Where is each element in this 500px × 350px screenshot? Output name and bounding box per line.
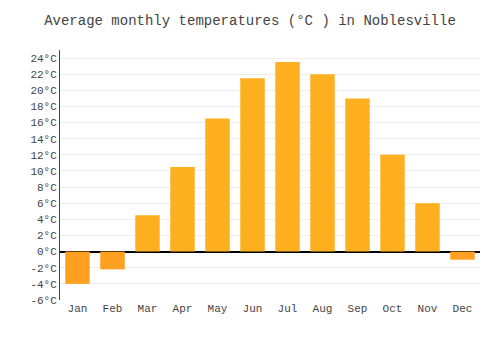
svg-text:Dec: Dec: [453, 303, 473, 315]
svg-text:20°C: 20°C: [30, 85, 57, 97]
svg-text:Average monthly temperatures (: Average monthly temperatures (°C ) in No…: [44, 13, 456, 29]
svg-text:24°C: 24°C: [30, 53, 57, 65]
svg-text:Feb: Feb: [103, 303, 123, 315]
svg-text:6°C: 6°C: [37, 198, 57, 210]
svg-text:-4°C: -4°C: [30, 279, 57, 291]
svg-text:Mar: Mar: [138, 303, 158, 315]
svg-text:Sep: Sep: [348, 303, 368, 315]
svg-text:May: May: [208, 303, 228, 315]
svg-text:Jun: Jun: [243, 303, 263, 315]
svg-text:10°C: 10°C: [30, 166, 57, 178]
svg-text:Jul: Jul: [278, 303, 298, 315]
svg-text:18°C: 18°C: [30, 101, 57, 113]
svg-text:12°C: 12°C: [30, 150, 57, 162]
svg-text:Aug: Aug: [313, 303, 333, 315]
svg-text:-2°C: -2°C: [30, 263, 57, 275]
svg-text:Nov: Nov: [418, 303, 438, 315]
svg-text:8°C: 8°C: [37, 182, 57, 194]
svg-text:2°C: 2°C: [37, 230, 57, 242]
svg-text:-6°C: -6°C: [30, 295, 57, 307]
svg-text:14°C: 14°C: [30, 134, 57, 146]
svg-text:22°C: 22°C: [30, 69, 57, 81]
svg-text:Oct: Oct: [383, 303, 403, 315]
svg-text:Jan: Jan: [68, 303, 88, 315]
svg-text:0°C: 0°C: [37, 246, 57, 258]
svg-text:Apr: Apr: [173, 303, 193, 315]
svg-text:4°C: 4°C: [37, 214, 57, 226]
svg-text:16°C: 16°C: [30, 117, 57, 129]
